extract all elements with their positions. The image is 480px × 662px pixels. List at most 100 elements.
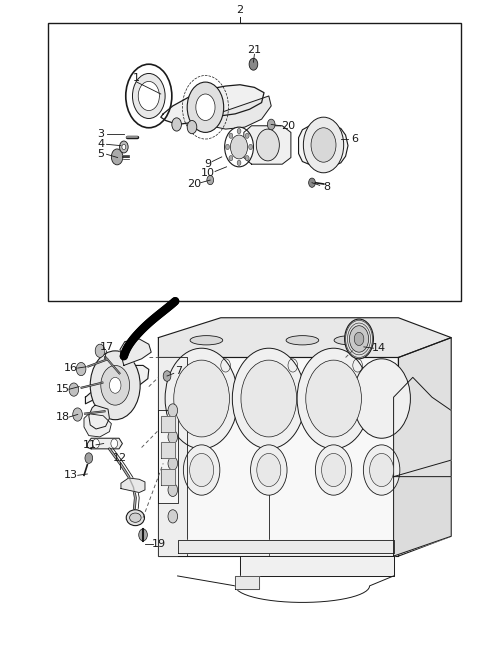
- Ellipse shape: [126, 510, 144, 526]
- Polygon shape: [120, 339, 151, 365]
- Circle shape: [187, 82, 224, 132]
- Polygon shape: [158, 357, 187, 556]
- Circle shape: [165, 348, 238, 449]
- Circle shape: [111, 149, 123, 165]
- Circle shape: [232, 348, 305, 449]
- Text: 19: 19: [152, 539, 167, 549]
- Text: 17: 17: [99, 342, 114, 352]
- Circle shape: [132, 73, 165, 118]
- Circle shape: [345, 319, 373, 359]
- Circle shape: [267, 119, 275, 130]
- Circle shape: [168, 483, 178, 496]
- Circle shape: [190, 453, 214, 487]
- Polygon shape: [211, 96, 271, 129]
- Polygon shape: [299, 124, 348, 167]
- Text: 5: 5: [97, 149, 104, 160]
- Circle shape: [73, 408, 83, 421]
- Polygon shape: [161, 442, 175, 458]
- Text: 12: 12: [113, 453, 127, 463]
- Ellipse shape: [130, 513, 141, 522]
- Polygon shape: [394, 377, 451, 477]
- Circle shape: [90, 351, 140, 420]
- Circle shape: [257, 453, 281, 487]
- Circle shape: [322, 453, 346, 487]
- Circle shape: [168, 457, 178, 470]
- Circle shape: [226, 144, 229, 150]
- Circle shape: [311, 128, 336, 162]
- Text: 20: 20: [187, 179, 202, 189]
- Polygon shape: [84, 414, 111, 437]
- Text: 4: 4: [97, 139, 104, 150]
- Circle shape: [196, 94, 215, 120]
- Circle shape: [354, 332, 364, 346]
- Polygon shape: [85, 365, 149, 404]
- Circle shape: [138, 81, 159, 111]
- Circle shape: [245, 156, 249, 161]
- Text: 13: 13: [64, 470, 78, 481]
- Circle shape: [237, 160, 241, 166]
- Polygon shape: [244, 126, 291, 164]
- Circle shape: [76, 362, 86, 375]
- Polygon shape: [178, 556, 394, 576]
- Circle shape: [95, 344, 105, 357]
- Polygon shape: [235, 576, 259, 589]
- Circle shape: [249, 144, 252, 150]
- Circle shape: [309, 178, 315, 187]
- Circle shape: [251, 445, 287, 495]
- Polygon shape: [178, 540, 394, 553]
- Polygon shape: [398, 338, 451, 556]
- Circle shape: [363, 445, 400, 495]
- Circle shape: [230, 135, 248, 159]
- Circle shape: [315, 445, 352, 495]
- Text: 7: 7: [175, 365, 182, 376]
- Circle shape: [163, 371, 171, 381]
- Circle shape: [229, 156, 233, 161]
- Polygon shape: [158, 318, 451, 357]
- Circle shape: [168, 404, 178, 417]
- Circle shape: [126, 64, 172, 128]
- Circle shape: [122, 144, 126, 150]
- Circle shape: [139, 529, 147, 541]
- Circle shape: [241, 360, 297, 437]
- Circle shape: [168, 430, 178, 444]
- Polygon shape: [89, 405, 109, 429]
- Circle shape: [237, 128, 241, 134]
- Bar: [48, 23, 461, 301]
- Circle shape: [183, 445, 220, 495]
- Circle shape: [168, 510, 178, 523]
- Circle shape: [370, 453, 394, 487]
- Polygon shape: [158, 357, 398, 556]
- Text: 15: 15: [55, 384, 70, 395]
- Text: 8: 8: [323, 181, 330, 192]
- Circle shape: [174, 360, 229, 437]
- Circle shape: [120, 141, 128, 153]
- Text: 3: 3: [97, 129, 104, 140]
- Text: 21: 21: [247, 45, 262, 56]
- Text: 10: 10: [200, 168, 215, 179]
- Polygon shape: [161, 416, 175, 432]
- Circle shape: [306, 360, 361, 437]
- Polygon shape: [394, 477, 451, 556]
- Circle shape: [109, 377, 121, 393]
- Circle shape: [297, 348, 370, 449]
- Circle shape: [245, 133, 249, 138]
- Text: 11: 11: [83, 440, 97, 450]
- Circle shape: [187, 120, 197, 134]
- Circle shape: [172, 118, 181, 131]
- Polygon shape: [121, 478, 145, 493]
- Circle shape: [93, 439, 99, 448]
- Text: 9: 9: [204, 159, 211, 169]
- Circle shape: [111, 439, 118, 448]
- Circle shape: [101, 365, 130, 405]
- Text: 1: 1: [133, 73, 140, 83]
- Circle shape: [207, 175, 214, 185]
- Polygon shape: [87, 438, 122, 449]
- Text: 14: 14: [372, 343, 386, 354]
- Circle shape: [349, 326, 369, 352]
- Circle shape: [225, 127, 253, 167]
- Circle shape: [69, 383, 79, 397]
- Polygon shape: [158, 410, 178, 503]
- Circle shape: [256, 129, 279, 161]
- Polygon shape: [161, 85, 264, 124]
- Text: 18: 18: [55, 412, 70, 422]
